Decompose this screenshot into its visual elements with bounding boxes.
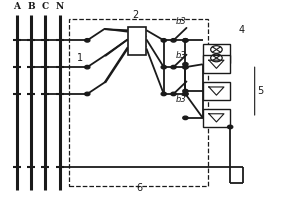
Bar — [203, 55, 230, 73]
Circle shape — [161, 65, 166, 69]
Text: A: A — [13, 2, 20, 11]
Circle shape — [183, 89, 188, 93]
Text: b3: b3 — [175, 17, 186, 26]
Circle shape — [183, 63, 188, 66]
Text: 1: 1 — [77, 52, 83, 63]
Circle shape — [183, 65, 188, 69]
Bar — [203, 109, 230, 127]
Circle shape — [183, 92, 188, 96]
Text: b3: b3 — [175, 51, 186, 60]
Circle shape — [85, 39, 90, 42]
Text: N: N — [56, 2, 64, 11]
Text: b3: b3 — [175, 94, 186, 104]
Text: 6: 6 — [136, 183, 142, 192]
Circle shape — [85, 92, 90, 96]
Circle shape — [183, 39, 188, 42]
Circle shape — [171, 92, 176, 96]
Text: B: B — [27, 2, 35, 11]
Circle shape — [85, 65, 90, 69]
Circle shape — [183, 65, 188, 69]
Circle shape — [161, 39, 166, 42]
Bar — [203, 82, 230, 100]
Circle shape — [171, 39, 176, 42]
Text: C: C — [42, 2, 49, 11]
Bar — [203, 44, 230, 63]
Text: 2: 2 — [132, 10, 138, 20]
Text: 5: 5 — [258, 86, 264, 96]
Circle shape — [183, 92, 188, 96]
Circle shape — [228, 125, 233, 129]
Bar — [128, 27, 146, 55]
Text: 4: 4 — [239, 25, 245, 35]
Circle shape — [183, 39, 188, 42]
Circle shape — [161, 92, 166, 96]
Circle shape — [171, 65, 176, 69]
Circle shape — [183, 116, 188, 120]
Bar — [68, 19, 209, 186]
